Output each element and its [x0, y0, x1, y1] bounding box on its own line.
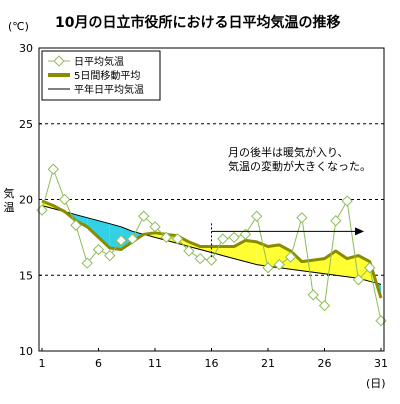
x-tick-label: 31	[374, 357, 388, 370]
series-daily-marker	[194, 252, 206, 265]
chart-title: 10月の日立市役所における日平均気温の推移	[55, 14, 340, 31]
legend: 日平均気温 5日間移動平均 平年日平均気温	[41, 50, 161, 101]
fill-below-normal	[121, 226, 133, 250]
series-daily-marker	[330, 215, 342, 227]
series-layer	[36, 163, 387, 327]
annotation-line-1: 月の後半は暖気が入り、	[228, 145, 349, 159]
series-daily-marker	[217, 233, 229, 245]
y-axis-label: 気 温	[4, 186, 15, 214]
series-daily-marker	[307, 289, 319, 301]
y-tick-label: 30	[19, 42, 33, 55]
legend-moving-average-label: 5日間移動平均	[74, 69, 140, 82]
fill-above-normal	[245, 240, 257, 265]
x-tick-label: 26	[318, 357, 332, 370]
series-daily-marker	[262, 262, 274, 274]
fill-below-normal	[98, 220, 110, 248]
series-daily-marker	[205, 254, 218, 266]
series-daily-marker	[171, 233, 184, 245]
series-daily-marker	[47, 163, 59, 175]
y-tick-label: 25	[19, 118, 33, 131]
series-daily-marker	[36, 204, 48, 216]
y-tick-label: 15	[19, 269, 33, 282]
series-daily-marker	[341, 195, 353, 207]
fill-above-normal	[301, 260, 314, 273]
series-daily-marker	[58, 193, 71, 206]
y-tick-label: 20	[19, 194, 33, 207]
y-tick-label: 10	[19, 345, 33, 358]
fill-above-normal	[313, 258, 325, 274]
series-moving-average-line	[41, 199, 383, 299]
series-daily-marker	[138, 210, 150, 222]
series-daily-marker	[251, 210, 263, 222]
legend-item-moving-average: 5日間移動平均	[48, 69, 140, 82]
x-tick-label: 21	[261, 357, 275, 370]
series-daily-marker	[92, 243, 105, 256]
series-daily-marker	[115, 234, 127, 247]
x-tick-label: 6	[95, 357, 102, 370]
y-axis-label-char-1: 気	[4, 186, 15, 200]
fill-above-normal	[211, 246, 223, 256]
fill-above-normal	[358, 255, 370, 282]
annotation-arrowhead	[355, 227, 365, 236]
series-daily-marker	[183, 245, 195, 257]
x-tick-label: 1	[39, 357, 46, 370]
y-axis-label-char-2: 温	[4, 201, 15, 214]
x-tick-label: 11	[148, 357, 162, 370]
legend-item-daily: 日平均気温	[48, 55, 124, 68]
series-daily-marker	[296, 212, 308, 224]
annotation-line-2: 気温の変動が大きくなった。	[228, 159, 371, 173]
series-daily-marker	[318, 299, 331, 312]
series-daily-marker	[228, 231, 240, 244]
annotation: 月の後半は暖気が入り、 気温の変動が大きくなった。	[211, 145, 371, 258]
series-daily-marker	[364, 262, 376, 274]
series-daily-marker	[81, 257, 93, 269]
legend-item-normal: 平年日平均気温	[48, 83, 144, 96]
y-unit-label: (℃)	[8, 20, 29, 33]
series-daily-marker	[70, 219, 82, 231]
series-daily-marker	[160, 231, 172, 244]
legend-daily-marker-icon	[53, 55, 65, 67]
series-daily-marker	[352, 274, 365, 286]
x-unit-label: (日)	[366, 377, 386, 390]
series-daily-marker	[126, 233, 139, 245]
legend-daily-label: 日平均気温	[74, 55, 124, 68]
x-tick-label: 16	[205, 357, 219, 370]
series-daily-marker	[104, 249, 116, 262]
fill-below-normal	[87, 217, 99, 238]
legend-normal-label: 平年日平均気温	[74, 83, 144, 96]
series-daily-marker	[284, 251, 297, 263]
series-daily-marker	[149, 221, 161, 233]
fill-above-normal	[222, 246, 235, 259]
series-daily-marker	[375, 315, 387, 327]
series-daily-marker	[273, 258, 285, 271]
fill-above-normal	[256, 241, 268, 267]
series-daily-marker	[239, 228, 252, 240]
